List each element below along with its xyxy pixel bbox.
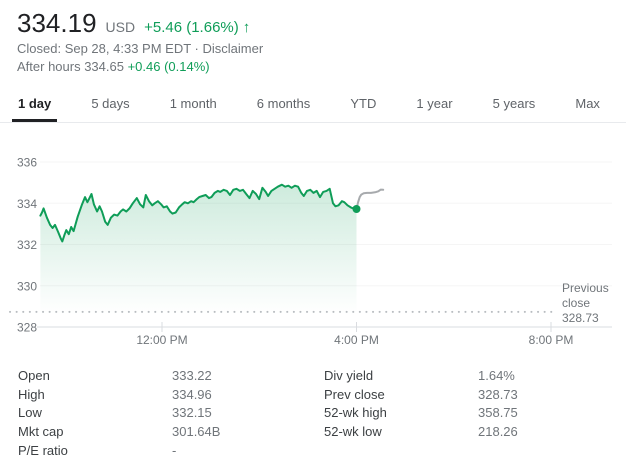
- stat-value: 332.15: [172, 405, 212, 421]
- x-tick-label: 8:00 PM: [529, 333, 574, 347]
- stat-row: 52-wk low 218.26: [324, 423, 616, 442]
- stat-value: 1.64%: [478, 368, 515, 383]
- range-tabs: 1 day 5 days 1 month 6 months YTD 1 year 5 yea…: [0, 88, 626, 123]
- separator-dot: ·: [190, 41, 203, 56]
- price-chart[interactable]: 12:00 PM 4:00 PM 8:00 PM 336 334 332 330 328: [0, 140, 626, 355]
- stat-row: Prev close 328.73: [324, 386, 616, 405]
- stat-value: -: [172, 442, 177, 458]
- stat-value: 301.64B: [172, 424, 221, 440]
- disclaimer-link[interactable]: Disclaimer: [202, 41, 264, 56]
- stat-row: 52-wk high 358.75: [324, 404, 616, 423]
- stat-row: High 334.96: [18, 386, 306, 405]
- stats-table-right: Div yield 1.64% Prev close 328.73 52-wk high…: [324, 367, 616, 442]
- stat-value: 328.73: [478, 386, 518, 402]
- area-fill: [40, 184, 357, 327]
- stat-value: 218.26: [478, 424, 518, 440]
- tab-ytd[interactable]: YTD: [350, 96, 377, 111]
- arrow-up-icon: ↑: [242, 19, 251, 36]
- stat-label: Mkt cap: [18, 424, 64, 440]
- stat-label: Low: [18, 405, 42, 421]
- currency-label: USD: [105, 19, 136, 35]
- previous-close-annotation: Previous close 328.73: [562, 281, 618, 326]
- stat-value: 334.96: [172, 386, 212, 402]
- stat-value: 333.22: [172, 368, 212, 383]
- stat-value: 358.75: [478, 405, 518, 421]
- stat-label: Div yield: [324, 368, 374, 383]
- y-tick-label: 330: [17, 279, 37, 293]
- stat-label: Open: [18, 368, 50, 383]
- after-hours-text: After hours 334.65: [17, 59, 128, 74]
- x-tick-label: 4:00 PM: [334, 333, 379, 347]
- tab-5-years[interactable]: 5 years: [492, 96, 536, 111]
- stat-label: 52-wk low: [324, 424, 382, 440]
- after-hours-line: After hours 334.65 +0.46 (0.14%): [17, 59, 616, 75]
- tab-6-months[interactable]: 6 months: [256, 96, 311, 111]
- stat-row: Low 332.15: [18, 404, 306, 423]
- y-tick-label: 334: [17, 197, 37, 211]
- stat-label: P/E ratio: [18, 442, 68, 458]
- after-hours-change: +0.46 (0.14%): [127, 59, 210, 74]
- market-status-line: Closed: Sep 28, 4:33 PM EDT · Disclaimer: [17, 41, 616, 57]
- previous-close-label: Previous close: [562, 281, 609, 310]
- stat-row: Open 333.22: [18, 367, 306, 386]
- tab-max[interactable]: Max: [575, 96, 600, 111]
- stat-row: P/E ratio -: [18, 442, 306, 461]
- x-tick-label: 12:00 PM: [136, 333, 187, 347]
- stat-label: High: [18, 386, 45, 402]
- current-price: 334.19: [17, 8, 97, 38]
- y-tick-label: 328: [17, 321, 37, 335]
- stats-table-left: Open 333.22 High 334.96 Low 332.15 Mkt cap 301.…: [18, 367, 306, 460]
- last-price-dot: [352, 205, 361, 213]
- y-tick-label: 336: [17, 156, 37, 170]
- after-hours-line-segment: [355, 188, 385, 210]
- stat-row: Mkt cap 301.64B: [18, 423, 306, 442]
- stat-label: Prev close: [324, 386, 385, 402]
- stat-label: 52-wk high: [324, 405, 387, 421]
- tab-1-year[interactable]: 1 year: [416, 96, 453, 111]
- stat-row: Div yield 1.64%: [324, 367, 616, 386]
- tab-1-month[interactable]: 1 month: [169, 96, 217, 111]
- quote-header: 334.19 USD +5.46 (1.66%) ↑ Closed: Sep 2…: [17, 8, 616, 75]
- tab-1-day[interactable]: 1 day: [12, 88, 58, 122]
- price-line: [39, 183, 358, 243]
- closed-text: Closed: Sep 28, 4:33 PM EDT: [17, 41, 191, 56]
- y-tick-label: 332: [17, 238, 37, 252]
- previous-close-value: 328.73: [562, 311, 599, 325]
- chart-area[interactable]: 12:00 PM 4:00 PM 8:00 PM 336 334 332 330 328 Pr…: [0, 140, 626, 355]
- price-change: +5.46 (1.66%): [144, 19, 239, 36]
- price-row: 334.19 USD +5.46 (1.66%) ↑: [17, 8, 616, 39]
- tab-5-days[interactable]: 5 days: [91, 96, 130, 111]
